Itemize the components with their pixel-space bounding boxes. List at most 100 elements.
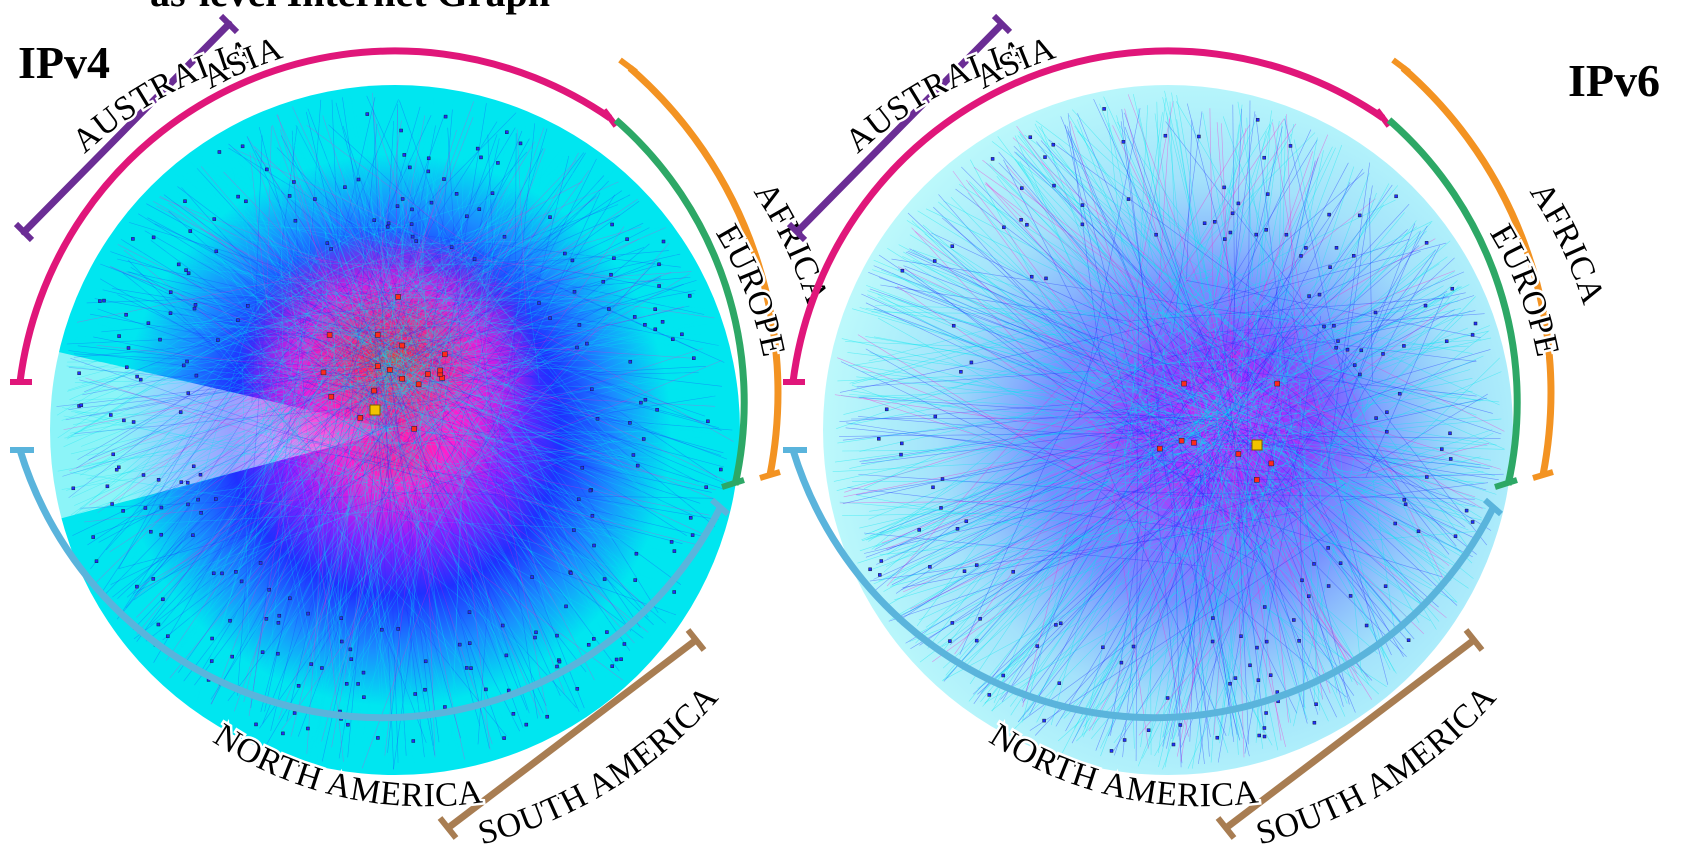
edge-line bbox=[1222, 399, 1496, 477]
edge-line bbox=[376, 328, 570, 699]
edge-line bbox=[343, 97, 376, 236]
edge-line bbox=[839, 501, 1314, 544]
edge-line bbox=[1124, 126, 1231, 421]
edge-line bbox=[1017, 162, 1197, 428]
edge-line bbox=[1113, 413, 1325, 752]
ipv4-europe-arc bbox=[613, 117, 748, 486]
edge-line bbox=[97, 276, 424, 514]
edge-line bbox=[1225, 409, 1319, 715]
edge-line bbox=[1019, 160, 1184, 483]
edge-line bbox=[1034, 123, 1262, 552]
edge-line bbox=[351, 96, 430, 386]
node-marker bbox=[569, 571, 573, 575]
edge-line bbox=[973, 282, 1276, 704]
node-marker bbox=[548, 215, 552, 219]
edge-line bbox=[868, 269, 1212, 362]
node-marker bbox=[193, 303, 198, 307]
node-marker bbox=[1197, 134, 1201, 139]
edge-line bbox=[285, 119, 444, 491]
edge-line bbox=[1017, 161, 1319, 477]
edge-line bbox=[1089, 400, 1379, 654]
edge-line bbox=[388, 387, 704, 535]
edge-line bbox=[1121, 109, 1167, 485]
edge-line bbox=[378, 424, 558, 706]
node-marker bbox=[309, 662, 313, 666]
edge-line bbox=[1237, 486, 1370, 681]
edge-line bbox=[915, 387, 1156, 644]
node-marker bbox=[1444, 339, 1449, 343]
edge-line bbox=[339, 387, 649, 633]
edge-line bbox=[454, 427, 491, 750]
node-marker bbox=[214, 249, 219, 254]
edge-line bbox=[394, 195, 597, 375]
node-marker bbox=[1266, 192, 1270, 196]
node-marker bbox=[329, 247, 333, 251]
node-marker bbox=[933, 414, 938, 419]
edge-line bbox=[864, 414, 1186, 535]
edge-line bbox=[861, 293, 1178, 436]
edge-line bbox=[832, 449, 1238, 472]
node-marker bbox=[1011, 570, 1015, 574]
edge-line bbox=[224, 495, 446, 718]
node-marker bbox=[365, 112, 370, 116]
edge-line bbox=[300, 507, 351, 737]
edge-line bbox=[70, 374, 404, 455]
edge-line bbox=[1132, 112, 1163, 311]
edge-line bbox=[1017, 135, 1294, 469]
edge-line bbox=[1268, 295, 1460, 420]
edge-line bbox=[97, 308, 357, 401]
edge-line bbox=[274, 131, 394, 372]
node-marker bbox=[437, 367, 443, 374]
edge-line bbox=[386, 253, 681, 320]
edge-line bbox=[1308, 357, 1501, 546]
edge-line bbox=[869, 524, 1258, 582]
edge-line bbox=[849, 394, 1232, 418]
edge-line bbox=[1077, 113, 1211, 437]
node-marker bbox=[411, 426, 417, 432]
edge-line bbox=[873, 265, 1099, 362]
edge-line bbox=[1065, 320, 1289, 732]
edge-line bbox=[937, 396, 1227, 644]
edge-line bbox=[276, 366, 701, 504]
node-marker bbox=[161, 597, 165, 602]
edge-line bbox=[1372, 443, 1442, 584]
edge-line bbox=[123, 232, 415, 363]
edge-line bbox=[1240, 280, 1458, 472]
edge-line bbox=[86, 289, 454, 304]
edge-line bbox=[291, 467, 507, 737]
edge-line bbox=[381, 331, 591, 709]
edge-line bbox=[461, 115, 499, 501]
edge-line bbox=[869, 288, 1228, 417]
edge-line bbox=[453, 398, 717, 501]
node-marker bbox=[1257, 733, 1261, 738]
node-marker bbox=[1044, 276, 1048, 281]
node-marker bbox=[111, 452, 115, 457]
edge-line bbox=[362, 442, 710, 516]
edge-line bbox=[865, 302, 1204, 462]
node-marker bbox=[109, 413, 113, 417]
edge-line bbox=[303, 247, 645, 375]
edge-line bbox=[150, 376, 398, 641]
node-marker bbox=[1239, 634, 1243, 638]
edge-line bbox=[1162, 414, 1297, 738]
edge-line bbox=[397, 150, 550, 398]
edge-line bbox=[90, 313, 411, 372]
edge-line bbox=[84, 312, 460, 346]
edge-line bbox=[892, 273, 1246, 466]
edge-line bbox=[461, 227, 650, 325]
edge-line bbox=[183, 248, 318, 668]
node-marker bbox=[1328, 265, 1332, 269]
edge-line bbox=[399, 115, 405, 329]
edge-line bbox=[833, 415, 1137, 482]
edge-line bbox=[972, 441, 1245, 695]
node-marker bbox=[1051, 142, 1056, 147]
edge-line bbox=[1215, 411, 1264, 749]
node-marker bbox=[265, 167, 269, 172]
edge-line bbox=[56, 369, 390, 407]
edge-line bbox=[885, 413, 1236, 550]
edge-line bbox=[439, 451, 587, 687]
edge-line bbox=[1176, 119, 1274, 390]
edge-line bbox=[862, 402, 1280, 463]
edge-line bbox=[909, 234, 1129, 364]
edge-line bbox=[103, 309, 400, 584]
